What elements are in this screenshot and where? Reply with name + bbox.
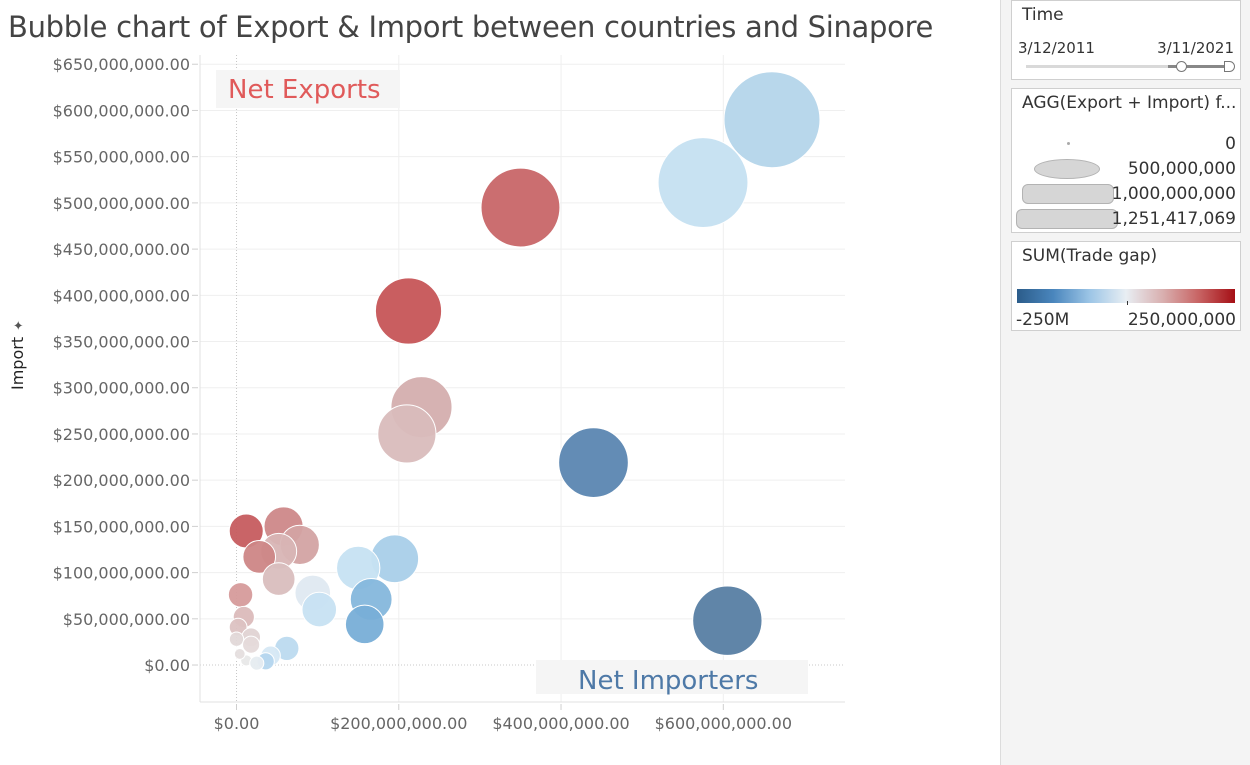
color-legend-card: SUM(Trade gap) -250M 250,000,000 [1011,241,1241,331]
y-tick-label: $500,000,000.00 [53,194,190,213]
y-axis-title[interactable]: Import ✦ [8,320,27,390]
size-legend-label-0: 0 [1225,134,1236,154]
time-filter-card: Time 3/12/2011 3/11/2021 [1011,0,1241,80]
time-slider-handle-end[interactable] [1224,61,1235,72]
size-legend-marker-3 [1016,209,1118,229]
color-legend-min: -250M [1016,310,1070,330]
x-tick-label: $200,000,000.00 [330,714,467,733]
x-tick-label: $600,000,000.00 [655,714,792,733]
bubble[interactable] [374,277,443,345]
color-legend-title[interactable]: SUM(Trade gap) [1022,246,1158,266]
bubble[interactable] [233,648,246,660]
axis-ticks: $0.00 $50,000,000.00 $100,000,000.00 $150,0… [53,55,845,733]
bubble[interactable] [344,604,385,645]
color-gradient-bar [1017,289,1235,303]
color-gradient-midpoint [1127,301,1128,305]
size-legend-title[interactable]: AGG(Export + Import) f... [1022,93,1237,113]
y-tick-label: $450,000,000.00 [53,240,190,259]
time-slider-track[interactable] [1026,65,1232,68]
size-legend-label-3: 1,251,417,069 [1111,209,1236,229]
net-importers-label: Net Importers [578,666,758,696]
size-legend-marker-0 [1067,142,1070,145]
size-legend-label-1: 500,000,000 [1127,159,1236,179]
y-tick-label: $400,000,000.00 [53,286,190,305]
bubble[interactable] [242,635,261,654]
net-importers-box [536,660,808,694]
bubbles[interactable] [227,71,821,671]
bubble[interactable] [249,655,265,671]
bubble[interactable] [377,404,437,464]
y-axis-title-text: Import [8,336,27,390]
y-tick-label: $0.00 [144,656,190,675]
bubble[interactable] [301,591,338,628]
bubble[interactable] [261,562,296,596]
size-legend-marker-1 [1034,159,1100,179]
bubble-chart[interactable]: Net Exports Net Importers $0.00 $50,000,0… [0,0,1000,765]
time-start-date: 3/12/2011 [1018,39,1095,57]
size-legend-marker-2 [1022,184,1114,204]
bubble[interactable] [480,167,561,248]
net-exports-label: Net Exports [228,75,381,105]
time-slider-range [1168,65,1224,68]
bubble[interactable] [723,71,821,169]
y-tick-label: $550,000,000.00 [53,148,190,167]
y-tick-label: $50,000,000.00 [63,610,190,629]
pin-icon: ✦ [12,319,27,331]
bubble[interactable] [242,540,277,574]
y-tick-label: $650,000,000.00 [53,55,190,74]
x-tick-label: $0.00 [214,714,260,733]
net-exports-box [216,70,400,108]
x-tick-label: $400,000,000.00 [492,714,629,733]
bubble[interactable] [657,137,749,228]
bubble[interactable] [558,427,629,498]
color-legend-max: 250,000,000 [1127,310,1236,330]
annotations: Net Exports Net Importers [216,70,808,696]
size-legend-card: AGG(Export + Import) f... 0 500,000,000 … [1011,88,1241,233]
time-end-date: 3/11/2021 [1157,39,1234,57]
y-tick-label: $150,000,000.00 [53,517,190,536]
bubble[interactable] [692,585,763,656]
y-tick-label: $600,000,000.00 [53,101,190,120]
time-slider-handle-start[interactable] [1176,61,1187,72]
chart-title: Bubble chart of Export & Import between … [8,10,934,44]
size-legend-label-2: 1,000,000,000 [1111,184,1236,204]
y-tick-label: $100,000,000.00 [53,564,190,583]
y-tick-label: $250,000,000.00 [53,425,190,444]
y-tick-label: $300,000,000.00 [53,379,190,398]
side-panel: Time 3/12/2011 3/11/2021 AGG(Export + Im… [1000,0,1250,765]
time-filter-title: Time [1022,5,1064,25]
bubble[interactable] [228,631,245,647]
y-tick-label: $200,000,000.00 [53,471,190,490]
y-tick-label: $350,000,000.00 [53,333,190,352]
bubble[interactable] [227,582,254,608]
